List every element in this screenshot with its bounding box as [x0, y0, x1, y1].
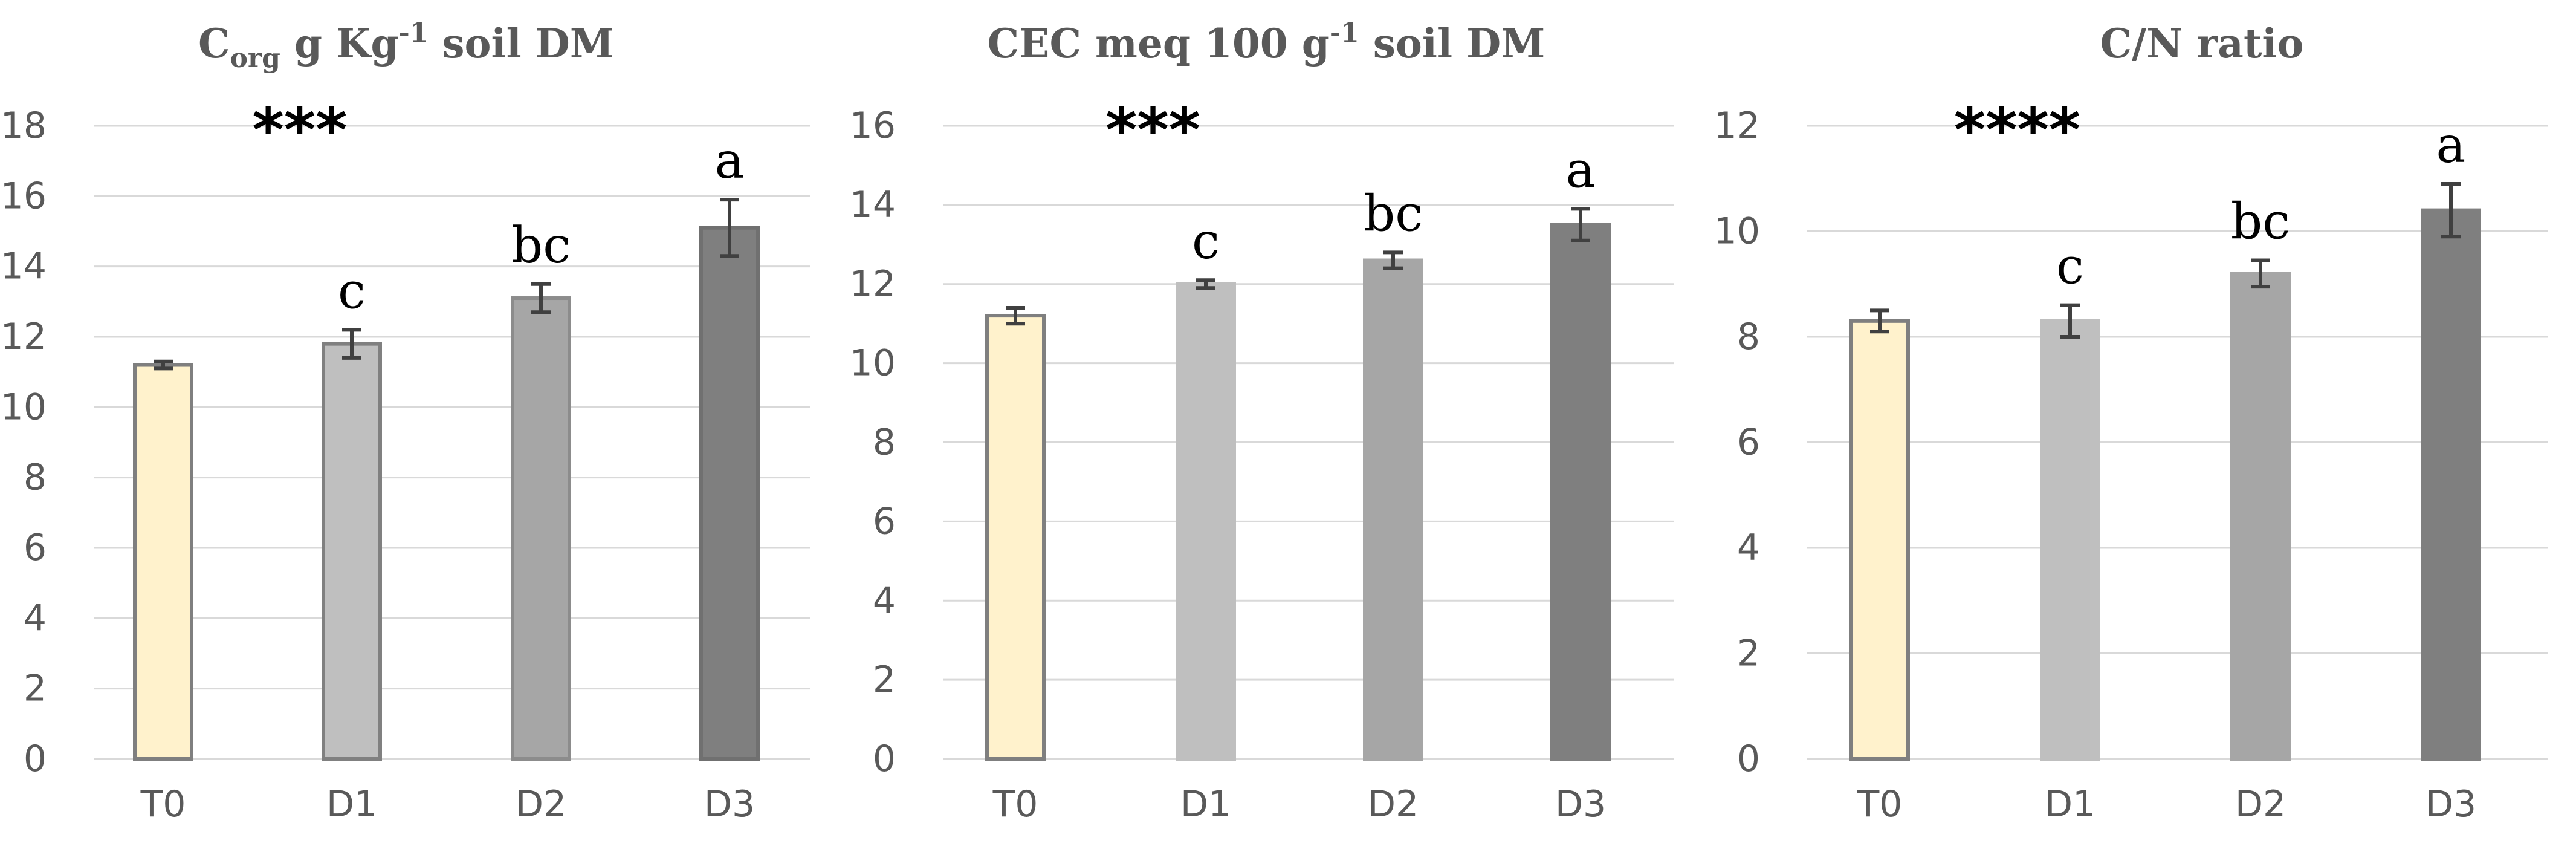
significance-letter: a — [2436, 117, 2466, 174]
chart-panel-2: CEC meq 100 g-1 soil DM 0 2 4 6 8 10 12 14 16 T0 c D… — [850, 18, 1674, 825]
y-tick-label: 2 — [1737, 633, 1760, 675]
y-tick-label: 2 — [24, 668, 47, 710]
bar-T0 — [985, 314, 1046, 761]
y-tick-label: 12 — [850, 263, 896, 305]
significance-letter: bc — [511, 217, 571, 275]
title-part: org — [230, 43, 280, 74]
bar-D2 — [511, 296, 571, 761]
x-tick-label: T0 — [140, 783, 186, 825]
y-tick-label: 16 — [850, 105, 896, 147]
bar-D3 — [1550, 223, 1611, 761]
significance-stars: *** — [253, 95, 348, 166]
y-tick-label: 14 — [850, 184, 896, 226]
x-tick-label: D2 — [516, 783, 566, 825]
x-tick-label: T0 — [1857, 783, 1903, 825]
y-tick-label: 8 — [1737, 316, 1760, 358]
bar-T0 — [1849, 319, 1910, 761]
y-tick-label: 8 — [24, 457, 47, 499]
y-tick-label: 12 — [1, 316, 47, 358]
significance-stars: *** — [1105, 95, 1200, 166]
bar-D3 — [2421, 208, 2481, 761]
chart-title: Corg g Kg-1 soil DM — [198, 18, 614, 74]
x-tick-label: D2 — [2235, 783, 2286, 825]
title-part: CEC meq 100 g — [988, 20, 1330, 67]
x-tick-label: D3 — [1555, 783, 1606, 825]
bar-T0 — [133, 363, 193, 761]
bar-D1 — [322, 342, 382, 761]
y-tick-label: 8 — [873, 421, 896, 464]
chart-title: CEC meq 100 g-1 soil DM — [988, 18, 1545, 67]
title-part: -1 — [1330, 18, 1359, 48]
x-tick-label: D2 — [1368, 783, 1419, 825]
title-part: g Kg — [280, 20, 399, 67]
y-tick-label: 10 — [850, 342, 896, 385]
y-tick-label: 6 — [1737, 421, 1760, 464]
title-part: C — [198, 20, 230, 67]
y-tick-label: 18 — [1, 105, 47, 147]
x-tick-label: D3 — [704, 783, 755, 825]
x-tick-label: D3 — [2426, 783, 2476, 825]
x-tick-label: D1 — [1180, 783, 1231, 825]
significance-letter: c — [2056, 238, 2084, 296]
significance-letter: a — [1566, 142, 1596, 199]
significance-letter: a — [715, 132, 745, 190]
significance-letter: bc — [1364, 185, 1423, 242]
bar-D1 — [2040, 319, 2100, 761]
y-tick-label: 0 — [24, 738, 47, 780]
x-tick-label: D1 — [326, 783, 377, 825]
y-tick-label: 10 — [1, 386, 47, 428]
y-tick-label: 4 — [873, 579, 896, 622]
bar-D2 — [2230, 272, 2291, 761]
y-tick-label: 6 — [873, 500, 896, 542]
x-tick-label: T0 — [992, 783, 1038, 825]
y-tick-label: 6 — [24, 527, 47, 569]
chart-panel-1: Corg g Kg-1 soil DM 0 2 4 6 8 10 12 14 16 18 T0 c D1 b… — [1, 18, 810, 825]
x-tick-label: D1 — [2045, 783, 2095, 825]
y-tick-label: 12 — [1714, 105, 1760, 147]
title-part: soil DM — [428, 20, 614, 67]
y-tick-label: 2 — [873, 659, 896, 701]
chart-title: C/N ratio — [2100, 20, 2303, 67]
y-tick-label: 4 — [1737, 527, 1760, 569]
bar-D2 — [1363, 258, 1423, 761]
y-tick-label: 14 — [1, 246, 47, 288]
title-part: soil DM — [1359, 20, 1545, 67]
significance-stars: **** — [1954, 95, 2080, 166]
bar-D1 — [1176, 282, 1236, 761]
y-tick-label: 0 — [873, 738, 896, 780]
title-part: -1 — [398, 18, 428, 48]
y-tick-label: 0 — [1737, 738, 1760, 780]
significance-letter: bc — [2231, 193, 2290, 250]
chart-panel-3: C/N ratio 0 2 4 6 8 10 12 T0 c D1 bc D2 a D3 **** — [1714, 20, 2548, 825]
bar-D3 — [699, 226, 760, 761]
y-tick-label: 10 — [1714, 210, 1760, 253]
significance-letter: c — [1192, 213, 1220, 270]
title-part: C/N ratio — [2100, 20, 2303, 67]
y-tick-label: 16 — [1, 175, 47, 217]
significance-letter: c — [338, 262, 366, 320]
y-tick-label: 4 — [24, 597, 47, 639]
